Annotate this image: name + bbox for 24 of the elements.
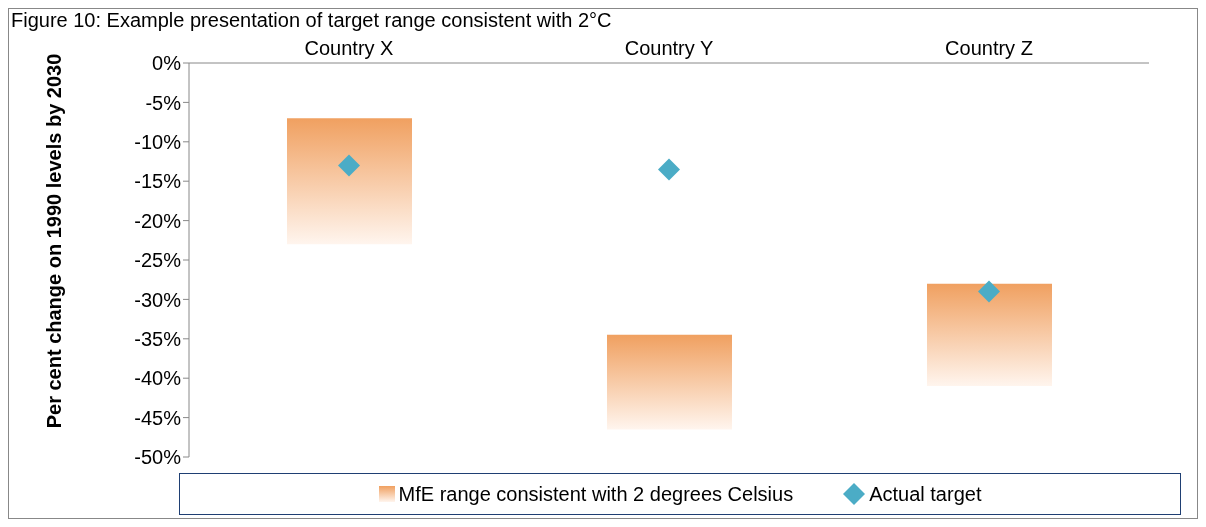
point [978,280,1000,303]
x-tick-label: Country Y [624,37,714,59]
y-tick-label: -5% [145,91,182,114]
y-tick-label: -45% [134,406,182,429]
y-tick-label: -30% [134,288,182,311]
point [658,158,680,181]
y-tick-label: -40% [134,367,182,390]
y-tick-label: -25% [134,249,182,272]
bar [607,334,732,430]
x-tick-label: Country X [304,37,394,59]
chart-title: Figure 10: Example presentation of target range consistent with 2°C [11,9,612,32]
y-tick-label: 0% [152,52,182,75]
y-tick-label: -20% [134,209,182,232]
y-tick-label: -10% [134,130,182,153]
bar [927,283,1052,387]
bar [287,118,412,245]
y-tick-label: -35% [134,327,182,350]
y-tick-label: -15% [134,170,182,193]
legend-label: Actual target [869,482,982,506]
y-axis-title: Per cent change on 1990 levels by 2030 [42,52,66,431]
legend-label: MfE range consistent with 2 degrees Celsius [398,482,794,506]
x-tick-label: Country Z [945,37,1033,59]
point [338,154,360,177]
y-tick-label: -50% [134,446,182,469]
